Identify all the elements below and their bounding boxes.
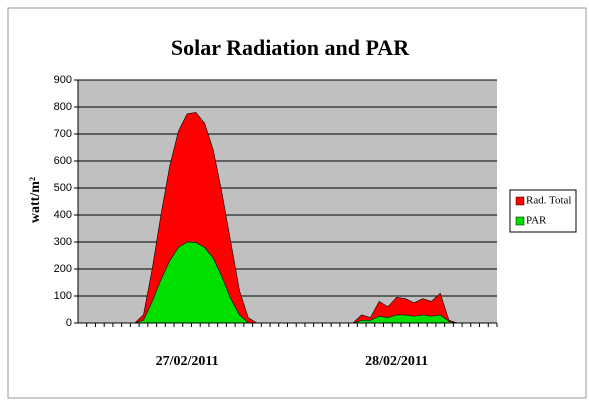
y-axis-label: watt/m² (28, 177, 43, 223)
y-tick-label: 400 (54, 209, 72, 221)
x-tick-label: 28/02/2011 (365, 354, 428, 369)
legend-label: Rad. Total (526, 195, 571, 207)
y-tick-label: 700 (54, 128, 72, 140)
y-tick-label: 300 (54, 236, 72, 248)
legend-label: PAR (526, 215, 547, 227)
y-tick-label: 200 (54, 263, 72, 275)
y-tick-label: 100 (54, 290, 72, 302)
legend-swatch (515, 216, 525, 226)
x-tick-label: 27/02/2011 (156, 354, 219, 369)
legend-swatch (515, 196, 525, 206)
y-tick-label: 500 (54, 182, 72, 194)
y-tick-label: 0 (66, 317, 72, 329)
plot-area (78, 80, 497, 323)
y-tick-label: 900 (54, 74, 72, 86)
chart-title: Solar Radiation and PAR (171, 35, 410, 60)
y-tick-label: 800 (54, 101, 72, 113)
y-tick-label: 600 (54, 155, 72, 167)
